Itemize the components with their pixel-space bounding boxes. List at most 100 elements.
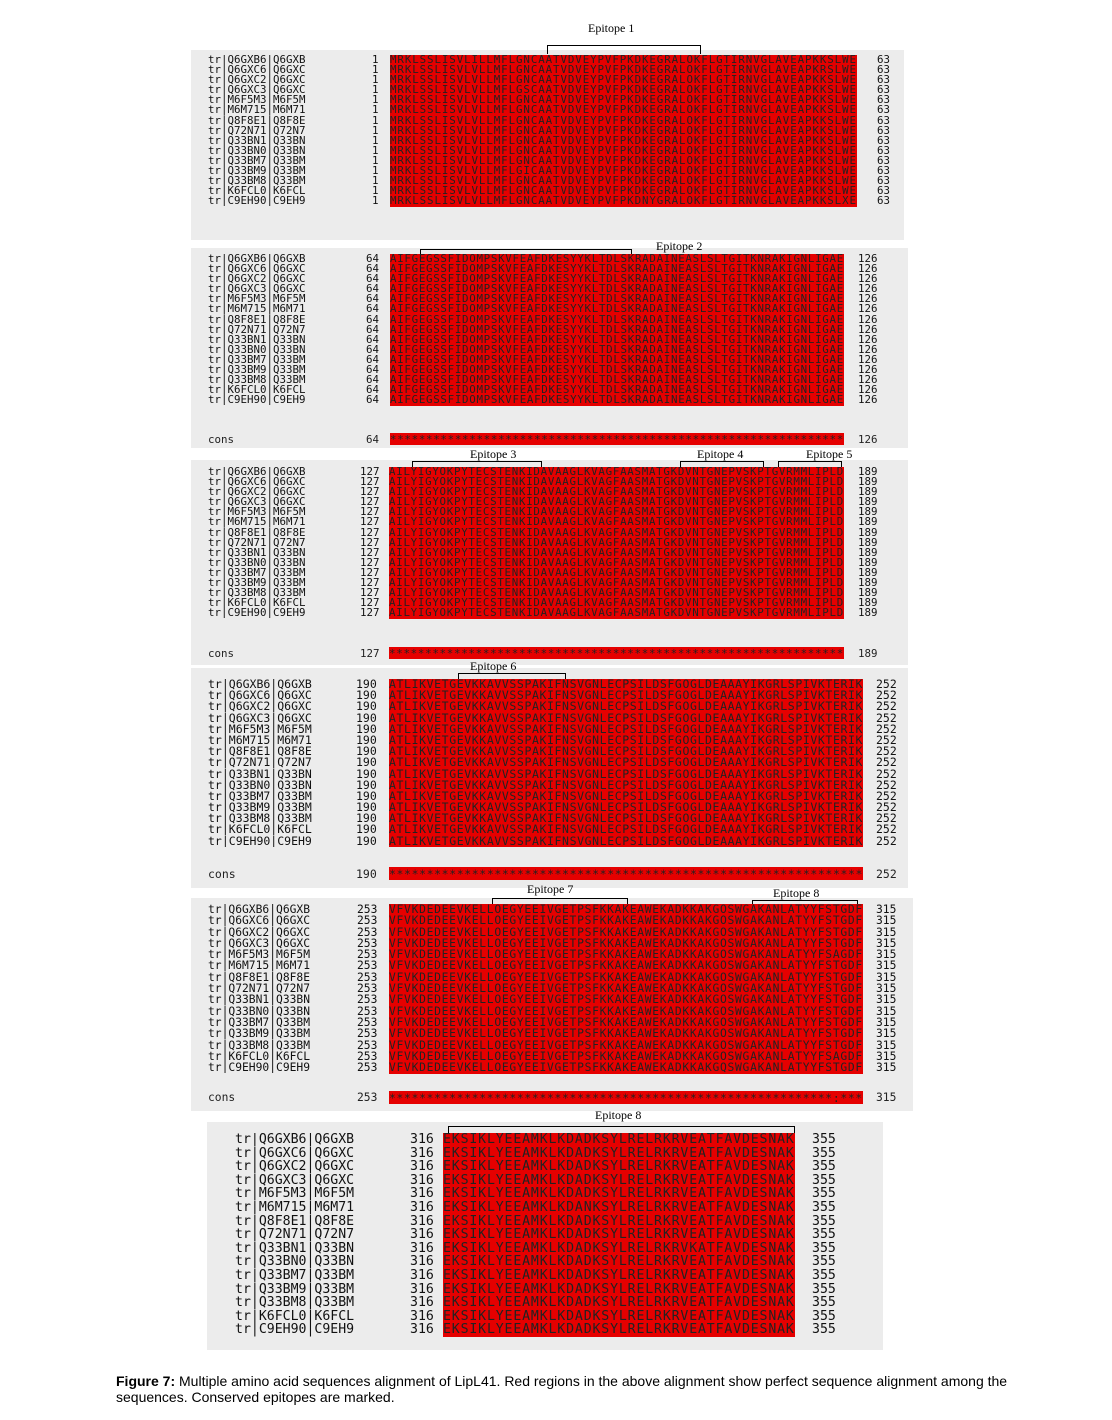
aligned-sequence: ATLIKVETGEVKKAVVSSPAKIFNSVGNLECPSILDSFGO…: [389, 723, 863, 735]
epitope-1-label: Epitope 1: [588, 21, 635, 35]
aligned-sequence: AILYIGYOKPYTECSTENKIDAVAAGLKVAGFAASMATGK…: [389, 578, 844, 589]
sequence-id: tr|Q33BN0|Q33BN: [235, 1255, 355, 1269]
aligned-sequence: VFVKDEDEEVKELLOEGYEEIVGETPSFKKAKEAWEKADK…: [389, 1016, 863, 1029]
caption-label: Figure 7:: [116, 1373, 176, 1389]
sequence-list: EKSIKLYEEAMKLKDADKSYLRELRKRVEATFAVDESNAK…: [443, 1133, 795, 1337]
consensus-line: ****************************************…: [390, 433, 844, 446]
aligned-sequence: MRKLSSLISVLVLLMFLGNCAATVDVEYPVFPKDKEGRAL…: [390, 105, 857, 116]
aligned-sequence: MRKLSSLISVLILLMFLGNCAATVDVEYPVFPKDKEGRAL…: [390, 55, 857, 66]
start-position: 127: [360, 467, 380, 478]
sequence-id: tr|Q8F8E1|Q8F8E: [208, 746, 312, 758]
start-position: 1: [372, 145, 379, 156]
sequence-id: tr|Q6GXB6|Q6GXB: [208, 679, 312, 691]
epitope-7-bracket: [492, 898, 628, 907]
end-position: 252: [876, 746, 897, 758]
aligned-sequence: MRKLSSLISVLVLLMFLGSCAATVDVEYPVFPKDKEGRAL…: [390, 85, 857, 96]
sequence-id: tr|Q33BN1|Q33BN: [208, 994, 311, 1006]
start-position: 253: [357, 937, 378, 950]
aligned-sequence: AIFGEGSSFIDOMPSKVFEAFDKESYYKLTDLSKRADAIN…: [390, 385, 844, 396]
sequence-id: tr|Q33BN1|Q33BN: [235, 1241, 355, 1256]
sequence-id: tr|Q6GXC2|Q6GXC: [235, 1160, 355, 1174]
sequence-id: tr|Q33BM8|Q33BM: [208, 588, 306, 599]
sequence-id: tr|Q6GXC3|Q6GXC: [208, 937, 311, 950]
aligned-sequence: VFVKDEDEEVKELLOEGYEEIVGETPSFKKAKEAWEKADK…: [389, 983, 863, 995]
end-position: 189: [858, 517, 878, 528]
start-position: 190: [356, 723, 377, 735]
start-position: 316: [410, 1187, 434, 1201]
end-position: 315: [876, 915, 897, 927]
aligned-sequence: VFVKDEDEEVKELLOEGYEEIVGETPSFKKAKEAWEKADK…: [389, 971, 863, 984]
start-position: 1: [372, 135, 379, 146]
aligned-sequence: AILYIGYOKPYTECSTENKIDAVAAGLKVAGFAASMATGK…: [389, 608, 844, 619]
sequence-id-list: tr|Q6GXB6|Q6GXB tr|Q6GXC6|Q6GXC tr|Q6GXC2|…: [208, 55, 306, 206]
aligned-sequence: VFVKDEDEEVKELLOEGYEEIVGETPSFKKAKEAWEKADK…: [389, 1050, 863, 1063]
end-position-list: 63 63 63 63 63 63 63 63 63 63 63 63 63 63 63: [877, 55, 890, 206]
aligned-sequence: AIFGEGSSFIDOMPSKVFEAFDKESYYKLTDLSKRADAIN…: [390, 324, 844, 335]
aligned-sequence: AILYIGYOKPYTECSTENKIDAVAAGLKVAGFAASMATGK…: [389, 467, 844, 478]
aligned-sequence: AILYIGYOKPYTECSTENKIDAVAAGLKVAGFAASMATGK…: [389, 477, 844, 488]
sequence-id: tr|Q72N71|Q72N7: [208, 983, 311, 995]
aligned-sequence: VFVKDEDEEVKELLOEGYEEIVGETPSFKKAKEAWEKADK…: [389, 937, 863, 950]
start-position: 64: [366, 365, 380, 376]
start-position: 64: [366, 375, 380, 386]
epitope-7-label: Epitope 7: [527, 882, 574, 896]
start-position: 253: [357, 971, 378, 984]
aligned-sequence: AILYIGYOKPYTECSTENKIDAVAAGLKVAGFAASMATGK…: [389, 567, 844, 579]
sequence-id: tr|C9EH90|C9EH9: [208, 196, 306, 207]
sequence-id: tr|Q6GXC2|Q6GXC: [208, 75, 306, 86]
aligned-sequence: VFVKDEDEEVKELLOEGYEEIVGETPSFKKAKEAWEKADK…: [389, 994, 863, 1006]
sequence-id: tr|Q33BM8|Q33BM: [208, 1039, 311, 1051]
consensus-end: 126: [858, 433, 878, 446]
sequence-id: tr|C9EH90|C9EH9: [208, 1062, 311, 1074]
sequence-id: tr|M6M715|M6M71: [208, 517, 306, 528]
sequence-id: tr|C9EH90|C9EH9: [235, 1323, 355, 1337]
sequence-id-list: tr|Q6GXB6|Q6GXB tr|Q6GXC6|Q6GXC tr|Q6GXC2|…: [208, 467, 306, 618]
start-position: 127: [360, 598, 380, 609]
start-position: 127: [360, 527, 380, 538]
sequence-id: tr|K6FCL0|K6FCL: [208, 598, 306, 609]
start-position: 1: [372, 85, 379, 96]
end-position: 189: [858, 487, 878, 498]
end-position: 315: [876, 983, 897, 995]
epitope-3-bracket: [412, 461, 542, 470]
start-position: 1: [372, 75, 379, 86]
start-position: 316: [410, 1323, 434, 1337]
sequence-id: tr|Q33BM7|Q33BM: [208, 567, 306, 579]
sequence-id: tr|Q33BN1|Q33BN: [208, 334, 306, 345]
start-position: 64: [366, 274, 380, 285]
sequence-id: tr|Q6GXB6|Q6GXB: [208, 254, 306, 265]
sequence-id: tr|Q33BM8|Q33BM: [208, 176, 306, 187]
sequence-id: tr|Q33BN1|Q33BN: [208, 547, 306, 558]
start-position-list: 127 127 127 127 127 127 127 127 127 127 127 127 127 1…: [360, 467, 380, 618]
consensus-start: 64: [366, 433, 380, 446]
end-position: 315: [876, 926, 897, 938]
end-position: 252: [876, 824, 897, 836]
epitope-5-label: Epitope 5: [806, 447, 853, 461]
end-position: 355: [812, 1187, 836, 1201]
aligned-sequence: ATLIKVETGEVKKAVVSSPAKIFNSVGNLECPSILDSFGO…: [389, 768, 863, 780]
aligned-sequence: VFVKDEDEEVKELLOEGYEEIVGETPSFKKAKEAWEKADK…: [389, 1039, 863, 1051]
start-position: 253: [357, 904, 378, 916]
aligned-sequence: MRKLSSLISVLVLLMFLGNCAATVDVEYPVFPKDKEGRAL…: [390, 75, 857, 86]
start-position: 127: [360, 608, 380, 619]
end-position: 355: [812, 1160, 836, 1174]
start-position: 190: [356, 824, 377, 836]
end-position: 315: [876, 1005, 897, 1017]
end-position: 126: [858, 264, 878, 275]
end-position: 126: [858, 395, 878, 406]
end-position: 355: [812, 1241, 836, 1256]
end-position: 63: [877, 196, 891, 207]
end-position: 189: [858, 527, 878, 538]
aligned-sequence: VFVKDEDEEVKELLOEGYEEIVGETPSFKKAKEAWEKADK…: [389, 926, 863, 938]
sequence-id: tr|C9EH90|C9EH9: [208, 835, 312, 847]
start-position: 127: [360, 517, 380, 528]
aligned-sequence: ATLIKVETGEVKKAVVSSPAKIFNSVGNLECPSILDSFGO…: [389, 813, 863, 825]
aligned-sequence: EKSIKLYEEAMKLKDADKSYLRELRKRVEATFAVDESNAK: [443, 1255, 795, 1269]
aligned-sequence: AILYIGYOKPYTECSTENKIDAVAAGLKVAGFAASMATGK…: [389, 588, 844, 599]
start-position: 316: [410, 1241, 434, 1256]
start-position: 316: [410, 1228, 434, 1242]
start-position: 253: [357, 960, 378, 972]
aligned-sequence: AIFGEGSSFIDOMPSKVFEAFDKESYYKLTDLSKRADAIN…: [390, 314, 844, 325]
start-position: 1: [372, 176, 379, 187]
start-position: 1: [372, 166, 379, 177]
